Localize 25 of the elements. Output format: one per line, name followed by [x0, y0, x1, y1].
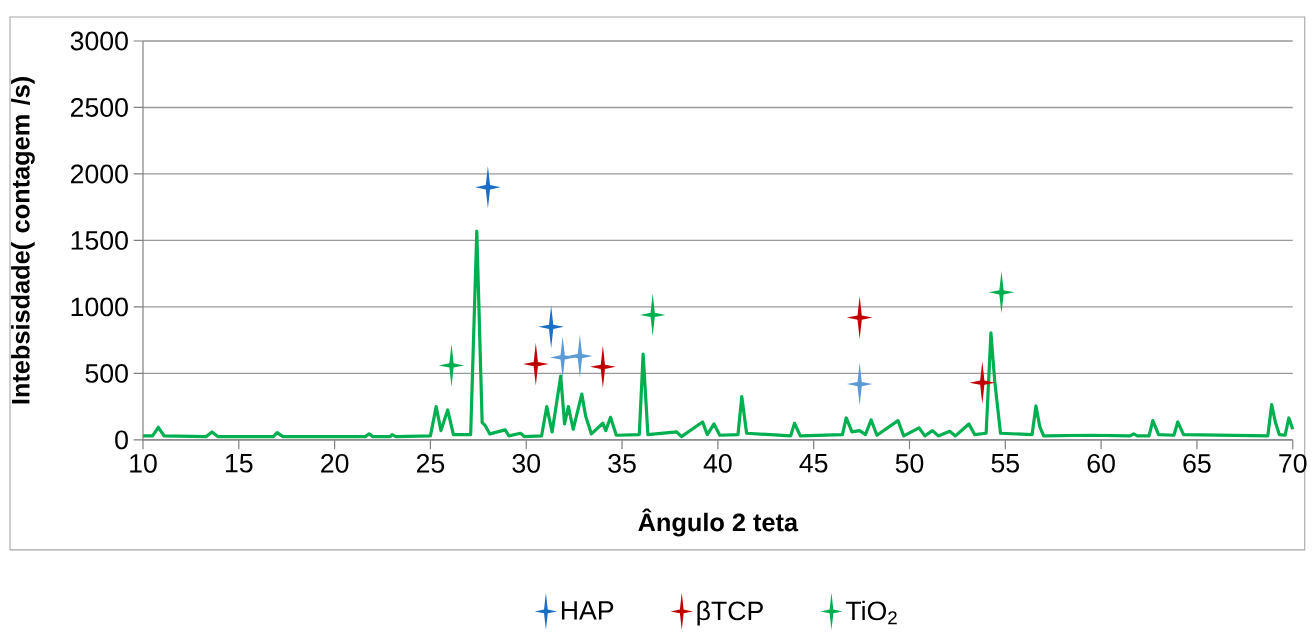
legend-label: HAP [561, 601, 614, 620]
x-tick-label: 10 [130, 454, 157, 473]
y-tick-label: 0 [115, 430, 128, 450]
x-tick-label: 15 [226, 454, 253, 473]
y-tick-label: 2000 [70, 164, 128, 184]
x-tick-label: 50 [895, 454, 924, 473]
x-tick-label: 55 [991, 454, 1019, 473]
y-tick-label: 2500 [70, 98, 128, 118]
legend-label: βTCP [697, 600, 763, 626]
x-tick-label: 60 [1087, 454, 1115, 473]
x-tick-label: 40 [703, 454, 732, 473]
x-tick-label: 65 [1183, 454, 1211, 473]
x-tick-label: 45 [799, 454, 828, 473]
y-tick-label: 500 [85, 364, 128, 383]
legend-label: TiO$_{2}$ [845, 600, 897, 625]
y-tick-label: 3000 [70, 31, 128, 51]
x-tick-label: 25 [416, 454, 445, 473]
y-axis-title: Intebsisdade( contagem /s) [11, 77, 35, 404]
y-tick-label: 1000 [71, 297, 128, 317]
x-tick-label: 35 [608, 454, 636, 473]
x-tick-label: 20 [321, 454, 349, 473]
x-tick-label: 30 [512, 454, 540, 473]
x-axis-title: Ângulo 2 teta [638, 508, 799, 537]
x-tick-label: 70 [1279, 454, 1307, 473]
y-tick-label: 1500 [71, 231, 128, 250]
